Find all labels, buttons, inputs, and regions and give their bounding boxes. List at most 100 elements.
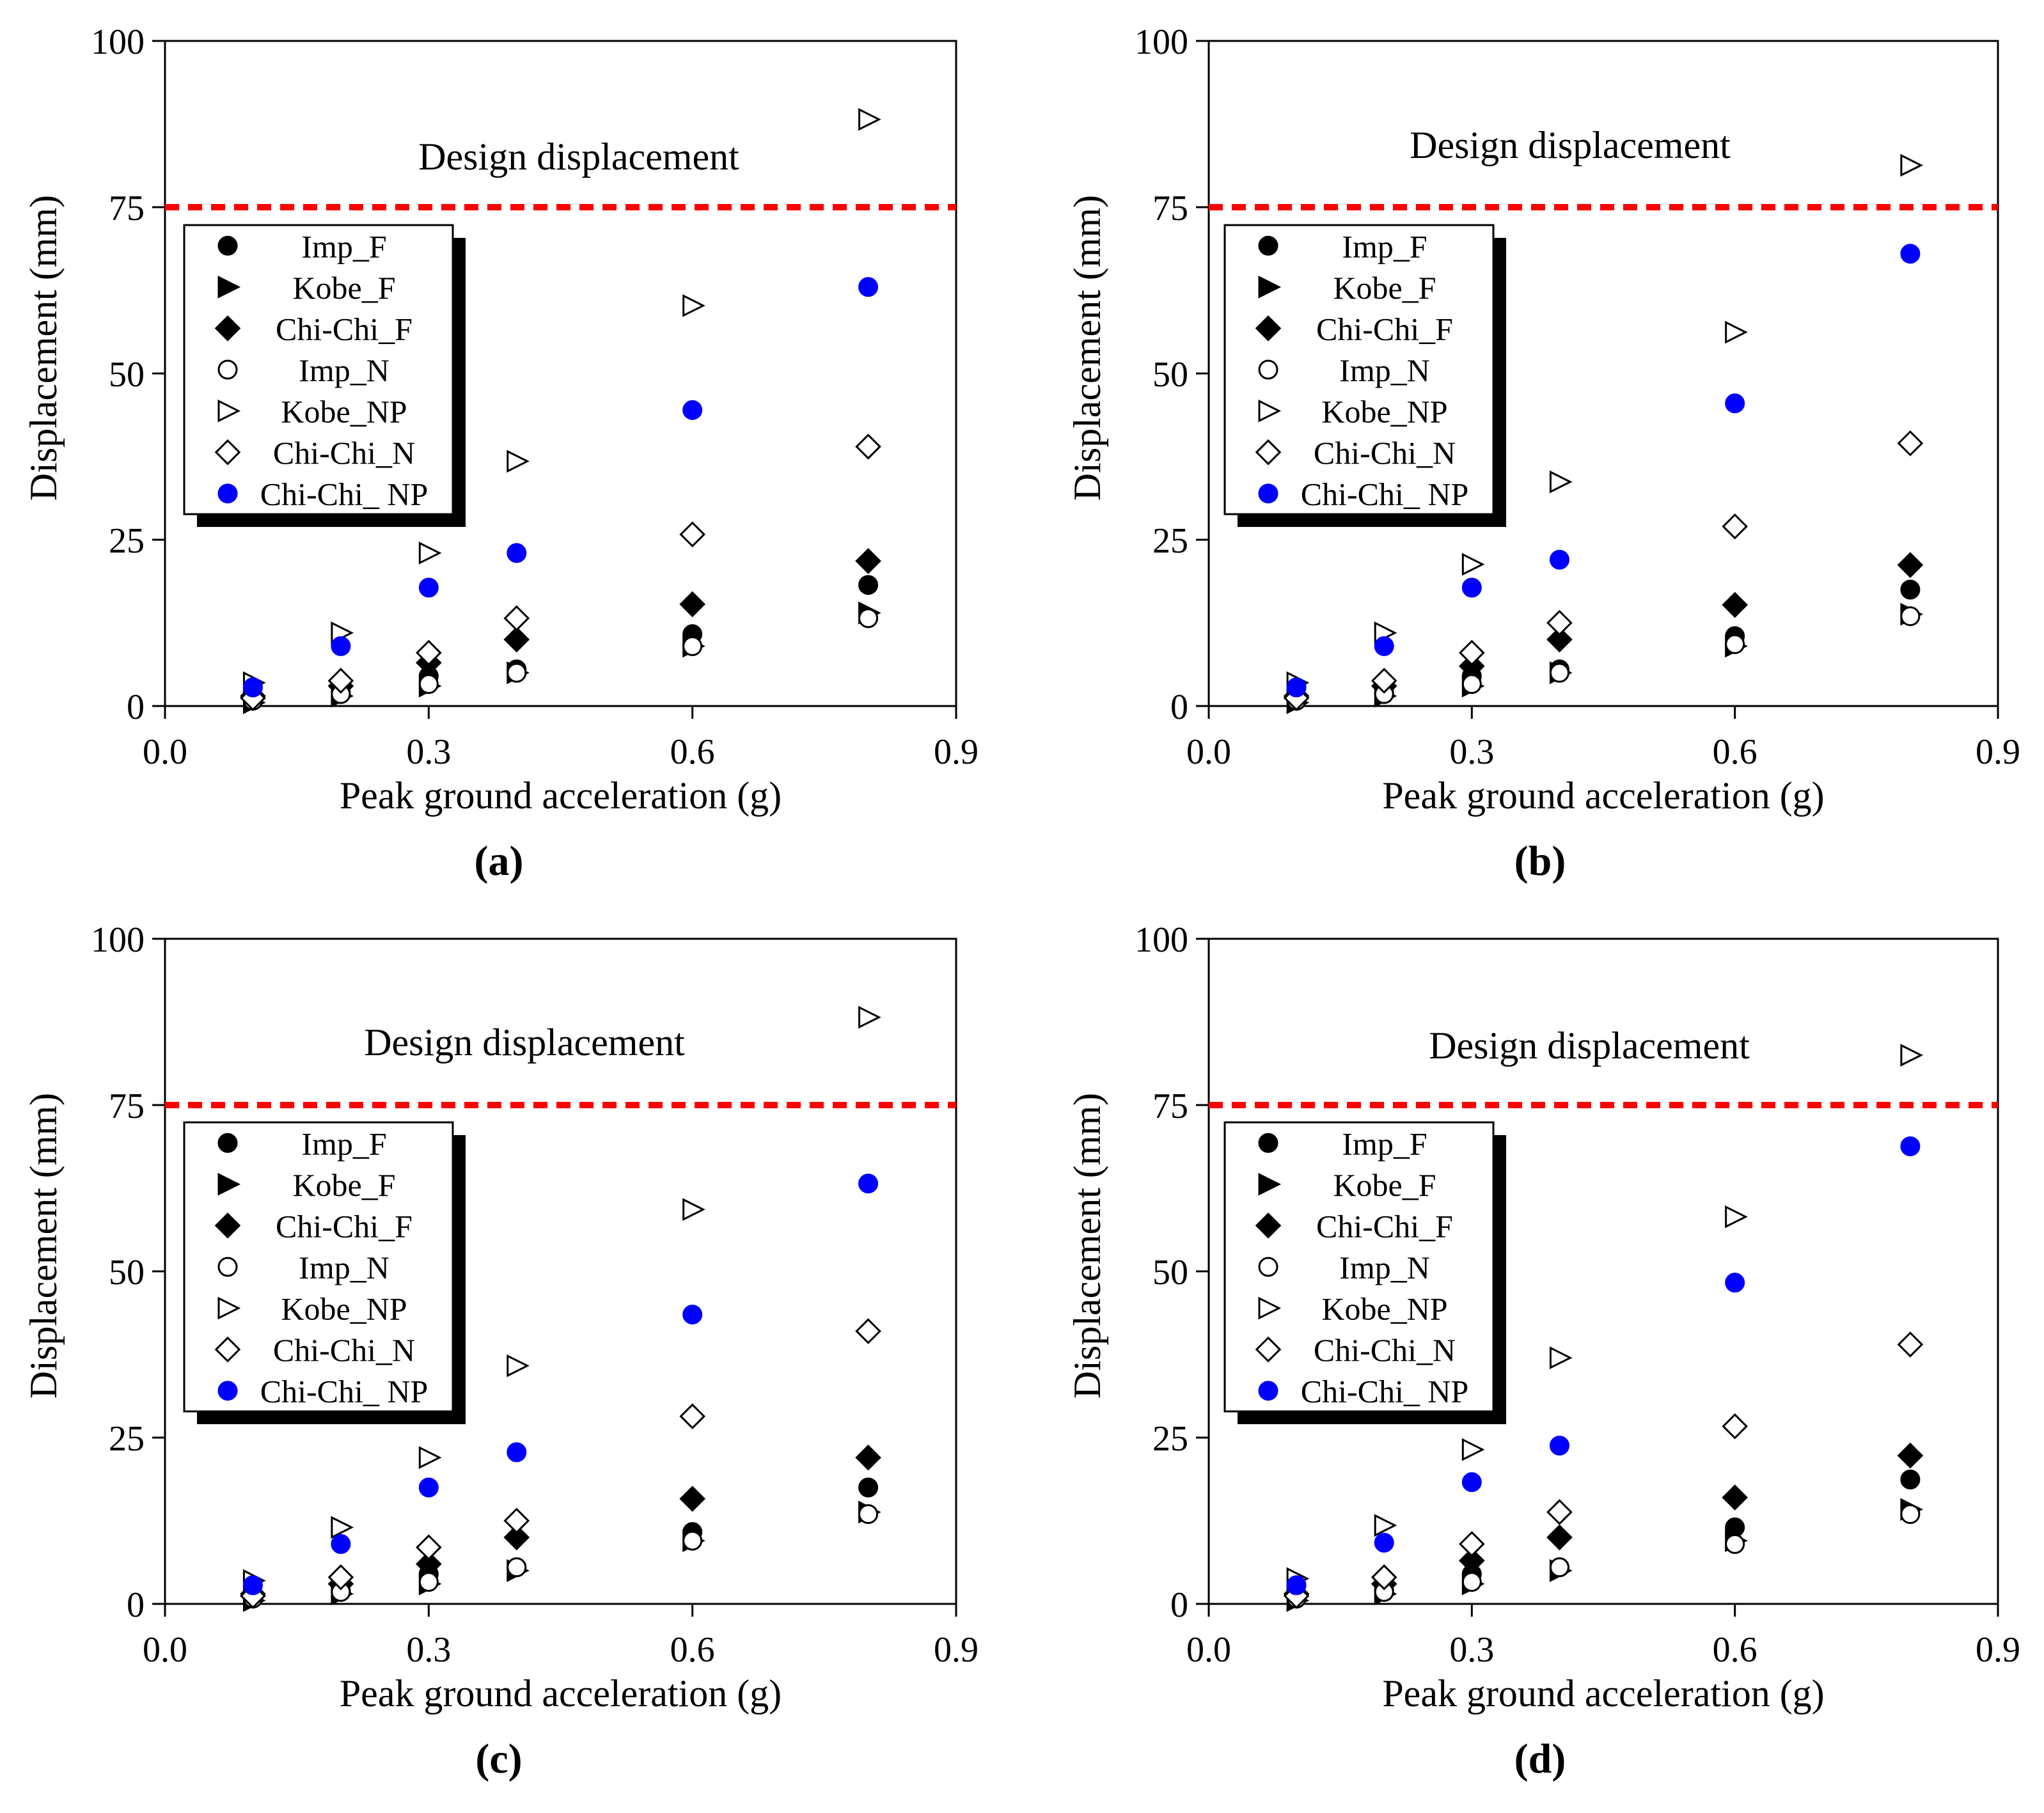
x-axis-label: Peak ground acceleration (g) — [1382, 1672, 1824, 1715]
legend-entry-imp-n: Imp_N — [1339, 352, 1430, 388]
data-point-imp-n — [858, 1504, 879, 1525]
legend-marker-chi-chi-f — [214, 1213, 241, 1239]
data-point-chi-chi-np — [1374, 636, 1394, 656]
y-axis-label: Displacement (mm) — [1066, 195, 1108, 501]
legend-entry-chi-chi-np: Chi-Chi_ NP — [1301, 1374, 1469, 1409]
data-point-chi-chi-np — [682, 400, 703, 420]
y-tick-label: 100 — [1135, 22, 1188, 62]
data-point-chi-chi-f — [1546, 626, 1573, 653]
data-point-chi-chi-n — [1371, 1564, 1397, 1590]
design-displacement-label: Design displacement — [1410, 124, 1731, 166]
data-point-chi-chi-n — [1722, 513, 1748, 540]
legend-entry-chi-chi-n: Chi-Chi_N — [273, 435, 415, 471]
legend-entry-imp-n: Imp_N — [1339, 1250, 1430, 1285]
data-point-imp-n — [1461, 674, 1482, 695]
legend-entry-chi-chi-f: Chi-Chi_F — [1316, 311, 1453, 347]
data-point-imp-n — [1900, 606, 1921, 627]
x-tick-label: 0.3 — [406, 1630, 451, 1670]
legend-entry-chi-chi-np: Chi-Chi_ NP — [1301, 476, 1469, 512]
y-axis-label: Displacement (mm) — [1066, 1093, 1108, 1399]
data-point-imp-n — [1549, 663, 1569, 683]
data-point-kobe-np — [418, 1446, 442, 1470]
y-tick-label: 25 — [109, 521, 145, 561]
x-tick-label: 0.0 — [1186, 1630, 1231, 1670]
legend-marker-kobe-np — [217, 1296, 241, 1320]
legend-marker-chi-chi-n — [214, 439, 241, 466]
data-point-kobe-np — [1461, 553, 1485, 576]
y-tick-label: 75 — [109, 1087, 145, 1126]
data-point-chi-chi-f — [1722, 592, 1748, 618]
panel-c: 0 25 50 75 100 0.0 0.3 0.6 0.9 Peak ground accele… — [22, 920, 979, 1782]
y-axis-label: Displacement (mm) — [22, 1093, 65, 1399]
data-point-chi-chi-np — [507, 1442, 527, 1463]
y-axis-label: Displacement (mm) — [22, 195, 65, 501]
data-point-kobe-np — [858, 1005, 881, 1029]
legend-marker-kobe-f — [1258, 1173, 1282, 1196]
data-point-chi-chi-f — [1546, 1524, 1573, 1551]
data-point-chi-chi-np — [1461, 1472, 1482, 1493]
legend-entry-imp-f: Imp_F — [301, 1126, 386, 1161]
y-tick-label: 100 — [91, 22, 145, 62]
data-point-chi-chi-np — [1549, 549, 1569, 570]
legend-marker-chi-chi-f — [1255, 1213, 1282, 1239]
data-point-imp-f — [858, 575, 879, 595]
data-point-imp-n — [507, 1557, 527, 1578]
data-point-imp-f — [1900, 579, 1921, 600]
data-point-kobe-np — [1374, 1514, 1397, 1537]
legend-marker-imp-n — [1258, 359, 1278, 380]
panel-label: (d) — [1514, 1736, 1566, 1782]
data-point-chi-chi-f — [679, 1486, 705, 1512]
x-tick-label: 0.6 — [1713, 1630, 1757, 1670]
data-point-chi-chi-np — [1286, 1575, 1307, 1596]
data-point-chi-chi-n — [416, 640, 442, 666]
data-point-chi-chi-np — [507, 543, 527, 563]
data-point-chi-chi-np — [1461, 577, 1482, 598]
y-tick-label: 50 — [109, 355, 145, 395]
data-point-chi-chi-n — [1459, 640, 1485, 666]
data-point-imp-n — [1900, 1504, 1921, 1525]
legend-entry-imp-n: Imp_N — [299, 352, 389, 388]
legend-marker-chi-chi-n — [214, 1336, 241, 1363]
legend-marker-kobe-np — [1258, 1296, 1282, 1320]
data-point-chi-chi-f — [1897, 552, 1924, 578]
legend-marker-chi-chi-f — [1255, 315, 1282, 341]
legend-entry-kobe-np: Kobe_NP — [1321, 394, 1447, 430]
x-tick-label: 0.0 — [143, 732, 187, 772]
legend-entry-imp-f: Imp_F — [1342, 228, 1427, 264]
legend-entry-kobe-f: Kobe_F — [292, 270, 395, 306]
data-point-kobe-np — [331, 1516, 354, 1539]
legend-marker-imp-f — [1258, 1133, 1278, 1153]
data-point-chi-chi-f — [1722, 1484, 1748, 1511]
y-tick-label: 25 — [1152, 521, 1188, 561]
data-point-chi-chi-np — [418, 577, 439, 598]
legend-entry-chi-chi-n: Chi-Chi_N — [273, 1332, 415, 1368]
data-point-chi-chi-np — [1725, 1273, 1745, 1293]
data-point-chi-chi-n — [1371, 668, 1397, 694]
data-point-chi-chi-np — [1900, 244, 1921, 264]
data-point-chi-chi-np — [331, 636, 351, 656]
data-point-chi-chi-n — [240, 685, 266, 711]
y-tick-label: 50 — [1152, 355, 1188, 395]
design-displacement-label: Design displacement — [418, 136, 739, 178]
legend-entry-chi-chi-np: Chi-Chi_ NP — [260, 1374, 428, 1409]
data-point-chi-chi-n — [679, 1403, 705, 1430]
data-point-chi-chi-np — [1900, 1136, 1921, 1156]
data-point-kobe-np — [858, 107, 881, 131]
x-axis-label: Peak ground acceleration (g) — [340, 774, 782, 817]
data-point-chi-chi-f — [503, 626, 530, 653]
data-point-chi-chi-n — [1283, 1583, 1310, 1609]
panel-label: (c) — [475, 1736, 522, 1782]
data-point-chi-chi-n — [679, 521, 705, 548]
design-displacement-label: Design displacement — [364, 1021, 685, 1063]
legend-marker-imp-n — [1258, 1257, 1278, 1277]
y-tick-label: 75 — [1152, 1087, 1188, 1126]
data-point-chi-chi-n — [240, 1583, 266, 1609]
x-axis-label: Peak ground acceleration (g) — [1382, 774, 1824, 817]
data-point-chi-chi-n — [1897, 1331, 1924, 1358]
y-tick-label: 0 — [127, 687, 145, 727]
data-point-imp-f — [858, 1477, 879, 1498]
y-tick-label: 25 — [1152, 1419, 1188, 1459]
data-point-chi-chi-np — [858, 1173, 879, 1194]
data-point-chi-chi-f — [855, 547, 881, 574]
legend-marker-imp-n — [217, 359, 238, 380]
